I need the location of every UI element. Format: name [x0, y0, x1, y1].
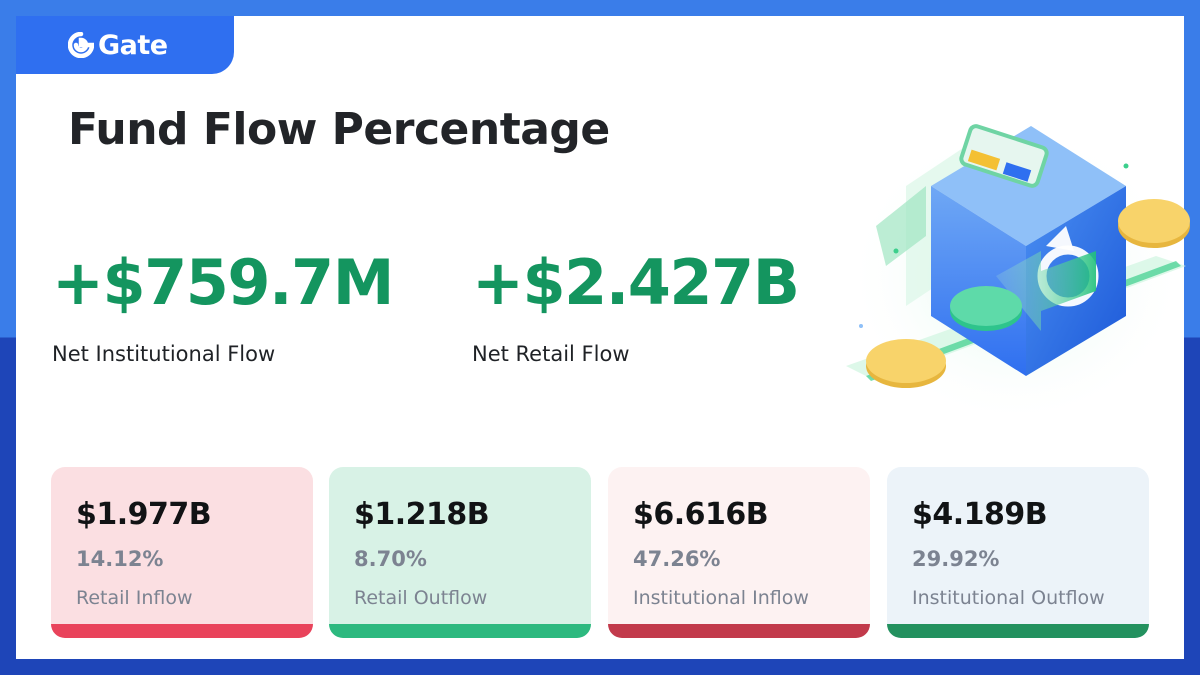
card-amount: $4.189B: [912, 497, 1048, 532]
net-retail-flow-label: Net Retail Flow: [472, 342, 630, 366]
card-label: Institutional Outflow: [912, 587, 1105, 609]
card-amount: $1.977B: [76, 497, 212, 532]
card-percent: 29.92%: [912, 547, 1000, 571]
card-percent: 14.12%: [76, 547, 164, 571]
net-institutional-flow-label: Net Institutional Flow: [52, 342, 276, 366]
brand-name: Gate: [98, 29, 168, 61]
main-panel: Gate Fund Flow Percentage +$759.7M Net I…: [16, 16, 1190, 659]
safe-box-coins-icon: [836, 76, 1196, 436]
net-retail-flow-value: +$2.427B: [472, 246, 800, 319]
card-percent: 8.70%: [354, 547, 427, 571]
net-institutional-flow-value: +$759.7M: [52, 246, 394, 319]
card-label: Institutional Inflow: [633, 587, 809, 609]
card-label: Retail Outflow: [354, 587, 488, 609]
card-label: Retail Inflow: [76, 587, 193, 609]
card-accent-bar: [608, 624, 870, 638]
card-accent-bar: [51, 624, 313, 638]
card-amount: $6.616B: [633, 497, 769, 532]
card-amount: $1.218B: [354, 497, 490, 532]
card-retail-outflow: $1.218B 8.70% Retail Outflow: [329, 467, 591, 638]
card-institutional-outflow: $4.189B 29.92% Institutional Outflow: [887, 467, 1149, 638]
card-accent-bar: [887, 624, 1149, 638]
brand-tab[interactable]: Gate: [16, 16, 234, 74]
card-percent: 47.26%: [633, 547, 721, 571]
page-title: Fund Flow Percentage: [68, 104, 610, 155]
card-accent-bar: [329, 624, 591, 638]
gate-logo-icon: [67, 31, 95, 59]
card-institutional-inflow: $6.616B 47.26% Institutional Inflow: [608, 467, 870, 638]
card-retail-inflow: $1.977B 14.12% Retail Inflow: [51, 467, 313, 638]
